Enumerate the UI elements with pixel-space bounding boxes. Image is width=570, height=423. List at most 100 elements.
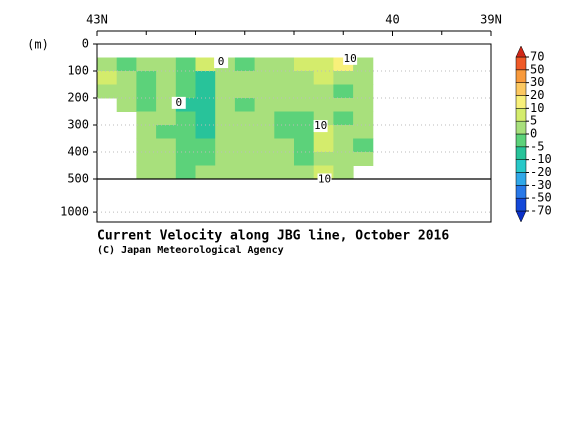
field-cell (353, 98, 374, 112)
colorbar-segment (515, 146, 527, 160)
field-cell (333, 138, 354, 153)
field-cell (313, 84, 334, 99)
field-cell (156, 71, 177, 85)
field-cell (156, 138, 177, 153)
y-tick-label: 200 (67, 91, 89, 105)
y-tick-label: 300 (67, 118, 89, 132)
y-tick-label: 500 (67, 172, 89, 186)
colorbar-segment (515, 45, 527, 58)
field-cell (136, 57, 157, 72)
field-cell (313, 71, 334, 85)
field-cell (333, 111, 354, 126)
field-cell (333, 84, 354, 99)
field-cell (294, 84, 315, 99)
colorbar-segment (515, 108, 527, 122)
contour-label-bg (214, 56, 229, 69)
field-cell (136, 84, 157, 99)
field-cell (215, 152, 236, 166)
colorbar-segment (515, 172, 527, 186)
contour-label-bg (343, 52, 358, 65)
y-tick-label: 400 (67, 145, 89, 159)
field-cell (254, 125, 275, 139)
field-cell (333, 125, 354, 139)
contour-label: 10 (344, 52, 357, 65)
field-cell (254, 111, 275, 126)
field-cell (254, 71, 275, 85)
colorbar-segment (515, 56, 527, 71)
contour-label: 0 (218, 55, 225, 68)
field-cell (97, 71, 118, 85)
field-cell (274, 98, 295, 112)
field-cell (116, 84, 137, 99)
x-tick-label: 40 (385, 13, 399, 27)
field-cell (215, 98, 236, 112)
field-cell (156, 152, 177, 166)
contour-label: 10 (314, 119, 327, 132)
chart-title: Current Velocity along JBG line, October… (97, 229, 449, 244)
field-cell (215, 84, 236, 99)
field-cell (195, 152, 216, 166)
field-cell (175, 84, 196, 99)
field-cell (195, 84, 216, 99)
field-cell (353, 84, 374, 99)
field-cell (116, 71, 137, 85)
field-cell (353, 138, 374, 153)
field-cell (353, 111, 374, 126)
field-cell (97, 57, 118, 72)
field-cell (254, 57, 275, 72)
contour-label-bg (313, 120, 328, 133)
field-cell (156, 84, 177, 99)
plot-frame (96, 43, 492, 223)
field-cell (156, 111, 177, 126)
field-cell (313, 57, 334, 72)
field-cell (234, 57, 256, 72)
field-cell (254, 152, 275, 166)
field-cell (333, 71, 354, 85)
colorbar-label: 5 (530, 114, 537, 128)
field-cell (353, 71, 374, 85)
field-cell (294, 57, 315, 72)
field-cell (294, 152, 315, 166)
field-cell (136, 165, 157, 180)
field-cell (195, 71, 216, 85)
field-cell (274, 57, 295, 72)
field-cell (353, 152, 374, 166)
colorbar-segment (515, 69, 527, 83)
contour-label-bg (171, 96, 186, 109)
chart-subtitle: (C) Japan Meteorological Agency (97, 244, 284, 256)
colorbar-segment (515, 82, 527, 96)
field-cell (215, 165, 236, 180)
field-cell (156, 165, 177, 180)
field-cell (294, 71, 315, 85)
field-cell (313, 138, 334, 153)
colorbar-label: 0 (530, 127, 537, 141)
field-cell (195, 138, 216, 153)
colorbar-segment (515, 133, 527, 148)
colorbar-label: -5 (530, 139, 544, 153)
field-cell (313, 98, 334, 112)
y-tick-label: 0 (82, 37, 89, 51)
field-cell (175, 71, 196, 85)
field-cell (294, 165, 315, 180)
contour-label-bg (317, 173, 332, 186)
colorbar-segment (515, 185, 527, 199)
field-cell (353, 57, 374, 72)
field-cell (234, 84, 256, 99)
field-cell (215, 125, 236, 139)
field-cell (234, 125, 256, 139)
field-cell (274, 165, 295, 180)
field-cell (175, 165, 196, 180)
field-cell (294, 138, 315, 153)
field-cell (254, 84, 275, 99)
field-cell (254, 98, 275, 112)
field-cell (274, 138, 295, 153)
field-cell (333, 152, 354, 166)
y-tick-label: 1000 (60, 205, 89, 219)
field-cell (215, 111, 236, 126)
field-cell (254, 138, 275, 153)
field-cell (156, 98, 177, 112)
colorbar-label: -10 (530, 152, 552, 166)
field-cell (156, 57, 177, 72)
colorbar-label: 10 (530, 101, 544, 115)
colorbar-segment (515, 210, 527, 223)
